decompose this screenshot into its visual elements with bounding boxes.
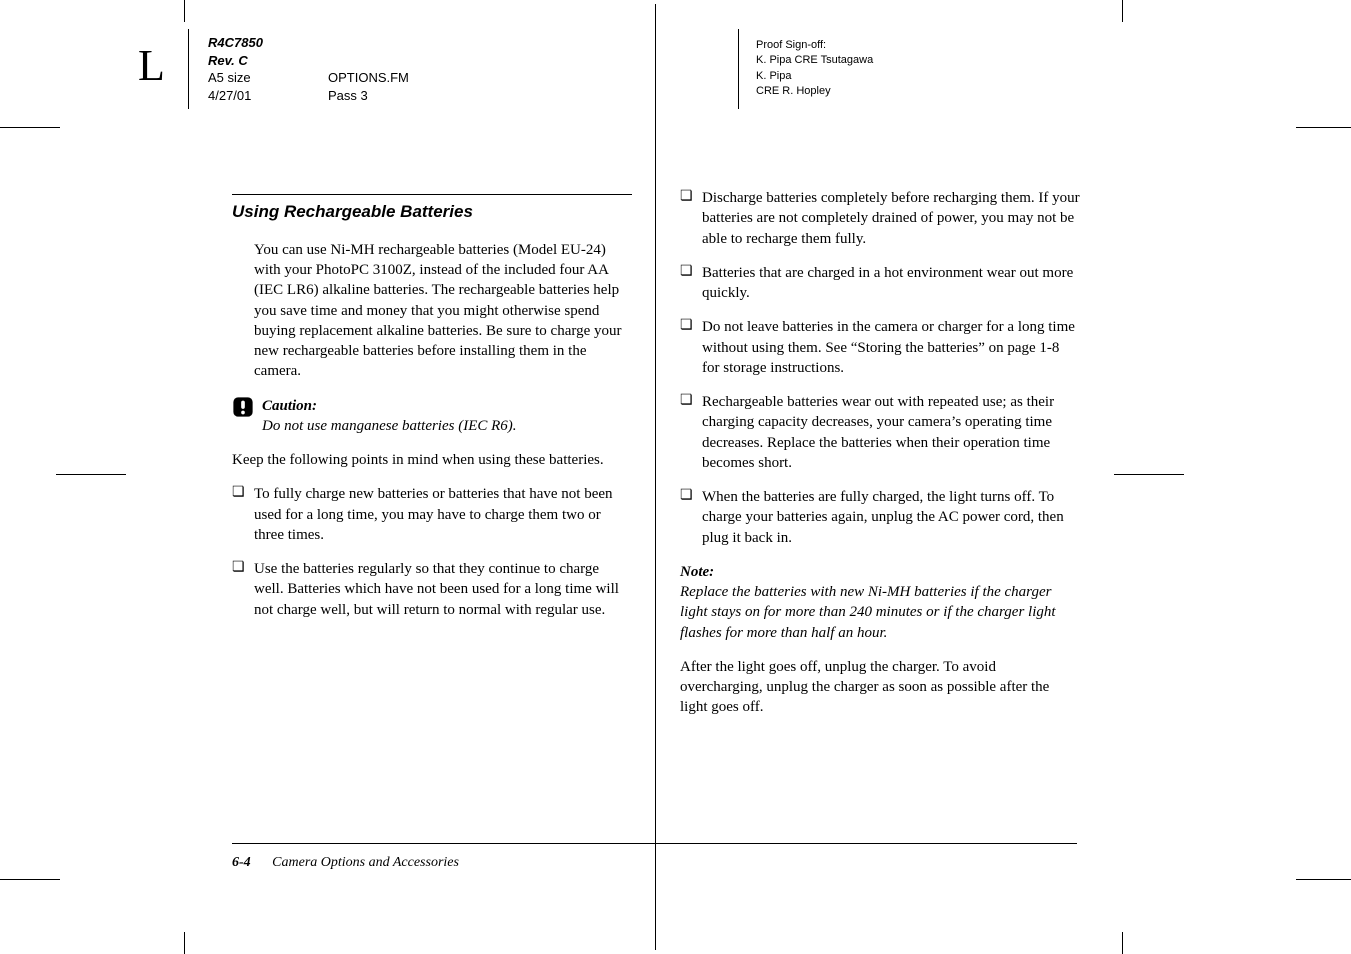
caution-text: Caution: Do not use manganese batteries … bbox=[262, 396, 517, 437]
caution-block: Caution: Do not use manganese batteries … bbox=[232, 396, 632, 437]
section-title: Using Rechargeable Batteries bbox=[232, 201, 632, 224]
trim-mark bbox=[1296, 879, 1351, 880]
page-number: 6-4 bbox=[232, 855, 251, 870]
bullet-marker: ❏ bbox=[680, 487, 702, 548]
trim-mark bbox=[1122, 0, 1123, 22]
doc-header: R4C7850 Rev. C A5 size OPTIONS.FM 4/27/0… bbox=[208, 34, 508, 104]
note-body: Replace the batteries with new Ni-MH bat… bbox=[680, 582, 1080, 643]
bullet-marker: ❏ bbox=[680, 263, 702, 304]
trim-mark bbox=[184, 0, 185, 22]
footer: 6-4 Camera Options and Accessories bbox=[232, 855, 459, 871]
bullet-text: To fully charge new batteries or batteri… bbox=[254, 484, 632, 545]
trim-mark bbox=[184, 932, 185, 954]
proof-line: CRE R. Hopley bbox=[756, 84, 976, 99]
left-column: Using Rechargeable Batteries You can use… bbox=[232, 194, 632, 634]
caution-label: Caution: bbox=[262, 396, 517, 416]
intro-paragraph: You can use Ni-MH rechargeable batteries… bbox=[254, 240, 632, 382]
proof-title: Proof Sign-off: bbox=[756, 38, 976, 53]
bullet-text: When the batteries are fully charged, th… bbox=[702, 487, 1080, 548]
doc-pass: Pass 3 bbox=[328, 87, 368, 105]
doc-size: A5 size bbox=[208, 69, 328, 87]
list-item: ❏ Use the batteries regularly so that th… bbox=[232, 559, 632, 620]
proof-line: K. Pipa bbox=[756, 69, 976, 84]
trim-mark bbox=[0, 879, 60, 880]
trim-mark bbox=[1296, 127, 1351, 128]
trim-mark bbox=[1114, 474, 1184, 475]
doc-file: OPTIONS.FM bbox=[328, 69, 409, 87]
after-paragraph: After the light goes off, unplug the cha… bbox=[680, 657, 1080, 718]
chapter-title: Camera Options and Accessories bbox=[272, 855, 459, 870]
page-side-letter: L bbox=[138, 40, 165, 91]
bullet-marker: ❏ bbox=[680, 188, 702, 249]
bullet-marker: ❏ bbox=[680, 317, 702, 378]
doc-date: 4/27/01 bbox=[208, 87, 328, 105]
section-rule bbox=[232, 194, 632, 195]
footer-rule bbox=[232, 843, 1077, 844]
page: L R4C7850 Rev. C A5 size OPTIONS.FM 4/27… bbox=[0, 0, 1351, 954]
column-divider bbox=[655, 4, 656, 950]
bullet-text: Discharge batteries completely before re… bbox=[702, 188, 1080, 249]
bullet-text: Use the batteries regularly so that they… bbox=[254, 559, 632, 620]
caution-icon bbox=[232, 396, 254, 418]
right-column: ❏ Discharge batteries completely before … bbox=[680, 188, 1080, 732]
header-divider-right bbox=[738, 29, 739, 109]
trim-mark bbox=[0, 127, 60, 128]
left-bullet-list: ❏ To fully charge new batteries or batte… bbox=[232, 484, 632, 620]
caution-body: Do not use manganese batteries (IEC R6). bbox=[262, 416, 517, 436]
bullet-text: Do not leave batteries in the camera or … bbox=[702, 317, 1080, 378]
doc-rev: Rev. C bbox=[208, 52, 508, 70]
trim-mark bbox=[56, 474, 126, 475]
list-item: ❏ Discharge batteries completely before … bbox=[680, 188, 1080, 249]
bullet-marker: ❏ bbox=[680, 392, 702, 473]
header-divider-left bbox=[188, 29, 189, 109]
list-item: ❏ Rechargeable batteries wear out with r… bbox=[680, 392, 1080, 473]
trim-mark bbox=[1122, 932, 1123, 954]
proof-line: K. Pipa CRE Tsutagawa bbox=[756, 53, 976, 68]
list-item: ❏ Batteries that are charged in a hot en… bbox=[680, 263, 1080, 304]
note-label: Note: bbox=[680, 562, 1080, 582]
list-item: ❏ Do not leave batteries in the camera o… bbox=[680, 317, 1080, 378]
keep-paragraph: Keep the following points in mind when u… bbox=[232, 450, 632, 470]
bullet-text: Rechargeable batteries wear out with rep… bbox=[702, 392, 1080, 473]
bullet-marker: ❏ bbox=[232, 484, 254, 545]
bullet-marker: ❏ bbox=[232, 559, 254, 620]
list-item: ❏ To fully charge new batteries or batte… bbox=[232, 484, 632, 545]
bullet-text: Batteries that are charged in a hot envi… bbox=[702, 263, 1080, 304]
list-item: ❏ When the batteries are fully charged, … bbox=[680, 487, 1080, 548]
proof-signoff: Proof Sign-off: K. Pipa CRE Tsutagawa K.… bbox=[756, 38, 976, 100]
right-bullet-list: ❏ Discharge batteries completely before … bbox=[680, 188, 1080, 548]
doc-id: R4C7850 bbox=[208, 34, 508, 52]
